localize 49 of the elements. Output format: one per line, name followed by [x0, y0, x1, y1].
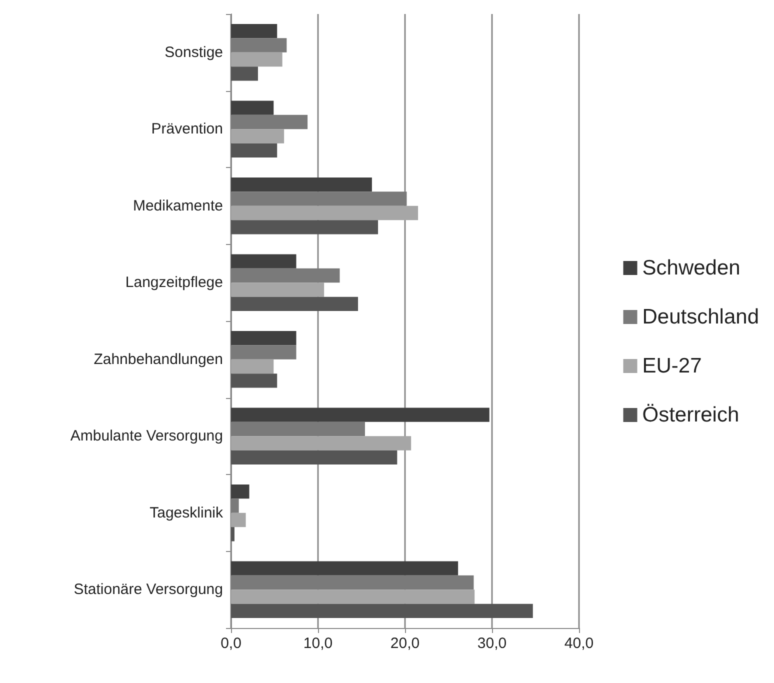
bar — [231, 345, 296, 360]
bar — [231, 24, 278, 38]
bar — [231, 604, 533, 618]
bar — [231, 100, 274, 115]
y-tick-label: Langzeitpflege — [125, 274, 223, 292]
bar — [231, 374, 278, 388]
bar — [231, 450, 398, 465]
bar — [231, 422, 365, 436]
legend-label: Schweden — [642, 256, 740, 280]
bar — [231, 143, 278, 158]
bar — [231, 436, 412, 450]
bar — [231, 575, 474, 590]
bar — [231, 66, 258, 81]
x-tick-label: 30,0 — [477, 635, 507, 652]
x-tick-label: 40,0 — [564, 635, 594, 652]
bar — [231, 38, 287, 52]
x-tick-label: 20,0 — [390, 635, 420, 652]
legend-label: Österreich — [642, 404, 740, 426]
y-tick-label: Medikamente — [132, 197, 223, 214]
bar — [231, 52, 282, 67]
bar — [231, 177, 372, 192]
bar — [231, 408, 490, 422]
bar — [231, 192, 407, 206]
bar — [231, 268, 340, 283]
bar — [231, 527, 234, 542]
bar — [231, 590, 475, 604]
bar — [231, 561, 458, 576]
x-tick-label: 10,0 — [303, 635, 333, 652]
y-tick-label: Zahnbehandlungen — [94, 350, 223, 368]
bar — [231, 359, 274, 374]
bar — [231, 512, 246, 528]
bar — [231, 296, 358, 312]
bar — [231, 114, 308, 130]
y-tick-label: Prävention — [151, 120, 223, 138]
y-tick-label: Ambulante Versorgung — [70, 428, 223, 445]
bar — [231, 330, 296, 346]
y-tick-label: Tagesklinik — [150, 504, 224, 522]
y-tick-label: Stationäre Versorgung — [74, 581, 223, 598]
y-tick-label: Sonstige — [164, 44, 223, 61]
bar — [231, 129, 284, 144]
bar — [231, 206, 418, 220]
x-tick-label: 0,0 — [220, 635, 242, 652]
bar — [231, 220, 378, 234]
legend-label: EU-27 — [642, 354, 702, 378]
legend-label: Deutschland — [642, 306, 760, 328]
bar — [231, 484, 250, 499]
bar — [231, 254, 296, 268]
bar — [231, 498, 239, 513]
bar — [231, 282, 324, 297]
